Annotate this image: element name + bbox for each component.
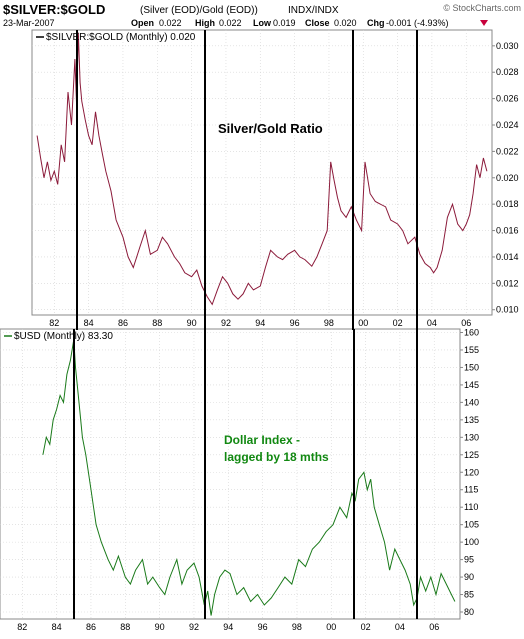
usd-legend-text: $USD (Monthly) 83.30 [14, 331, 113, 342]
y-tick-label: 0.026 [496, 94, 519, 104]
ratio-panel: 0.010 0.012 0.014 0.016 0.018 0.020 0.022 0.024… [31, 29, 519, 328]
y-tick-label: 85 [464, 590, 474, 600]
y-tick-label: 150 [464, 362, 479, 372]
x-tick-label: 86 [86, 622, 96, 632]
x-tick-label: 88 [152, 318, 162, 328]
x-tick-label: 94 [255, 318, 265, 328]
x-tick-label: 82 [49, 318, 59, 328]
quote-date: 23-Mar-2007 [3, 18, 55, 28]
ratio-series-line [36, 32, 488, 306]
x-tick-label: 84 [84, 318, 94, 328]
usd-legend: $USD (Monthly) 83.30 [4, 331, 113, 342]
low-value: 0.019 [273, 18, 296, 28]
y-tick-label: 105 [464, 520, 479, 530]
x-tick-label: 04 [427, 318, 437, 328]
x-tick-label: 06 [461, 318, 471, 328]
high-label: High [195, 18, 215, 28]
y-tick-label: 0.012 [496, 278, 519, 288]
x-tick-label: 96 [258, 622, 268, 632]
y-tick-label: 0.020 [496, 173, 519, 183]
x-tick-label: 82 [17, 622, 27, 632]
ratio-gridlines [32, 30, 492, 315]
usd-annotation-line-1: Dollar Index - [224, 433, 300, 447]
x-tick-label: 00 [326, 622, 336, 632]
x-tick-label: 90 [187, 318, 197, 328]
y-tick-label: 120 [464, 467, 479, 477]
y-tick-label: 0.024 [496, 120, 519, 130]
y-tick-label: 140 [464, 397, 479, 407]
x-tick-label: 88 [120, 622, 130, 632]
y-tick-label: 0.010 [496, 305, 519, 315]
y-tick-label: 0.028 [496, 67, 519, 77]
y-tick-label: 0.018 [496, 199, 519, 209]
ratio-y-axis: 0.010 0.012 0.014 0.016 0.018 0.020 0.022 0.024… [492, 41, 519, 315]
y-tick-label: 130 [464, 432, 479, 442]
x-tick-label: 02 [361, 622, 371, 632]
open-label: Open [131, 18, 154, 28]
y-tick-label: 90 [464, 572, 474, 582]
x-tick-label: 86 [118, 318, 128, 328]
chg-label: Chg [367, 18, 385, 28]
usd-y-axis: 80 85 90 95 100 105 110 115 120 125 130 135 140 145 15… [460, 327, 479, 617]
watermark: © StockCharts.com [443, 3, 521, 13]
usd-annotation-line-2: lagged by 18 mths [224, 450, 329, 464]
close-value: 0.020 [334, 18, 357, 28]
y-tick-label: 110 [464, 502, 478, 512]
x-tick-label: 94 [223, 622, 233, 632]
low-label: Low [253, 18, 272, 28]
ratio-x-axis: 82 84 86 88 90 92 94 96 98 00 02 04 06 [49, 318, 471, 328]
y-tick-label: 145 [464, 380, 479, 390]
chg-value: -0.001 (-4.93%) [386, 18, 449, 28]
exchange-label: INDX/INDX [288, 5, 339, 16]
y-tick-label: 0.016 [496, 226, 519, 236]
y-tick-label: 0.030 [496, 41, 519, 51]
high-value: 0.022 [219, 18, 242, 28]
x-tick-label: 00 [358, 318, 368, 328]
ratio-legend: $SILVER:$GOLD (Monthly) 0.020 [36, 32, 196, 43]
y-tick-label: 160 [464, 327, 479, 337]
ratio-annotation: Silver/Gold Ratio [218, 121, 323, 136]
y-tick-label: 125 [464, 450, 479, 460]
symbol-description: (Silver (EOD)/Gold (EOD)) [140, 5, 258, 16]
down-triangle-icon [480, 20, 488, 26]
symbol-title: $SILVER:$GOLD [3, 2, 105, 17]
y-tick-label: 80 [464, 607, 474, 617]
ratio-plot-area [31, 29, 493, 316]
marker-lines [73, 30, 418, 619]
x-tick-label: 92 [189, 622, 199, 632]
chart-header: $SILVER:$GOLD (Silver (EOD)/Gold (EOD)) … [3, 2, 521, 28]
y-tick-label: 100 [464, 537, 479, 547]
close-label: Close [305, 18, 330, 28]
y-tick-label: 135 [464, 415, 479, 425]
x-tick-label: 98 [324, 318, 334, 328]
x-tick-label: 92 [221, 318, 231, 328]
x-tick-label: 96 [290, 318, 300, 328]
usd-gridlines [0, 329, 460, 619]
ratio-legend-text: $SILVER:$GOLD (Monthly) 0.020 [46, 32, 196, 43]
x-tick-label: 98 [292, 622, 302, 632]
usd-series-line [42, 339, 456, 616]
x-tick-label: 84 [52, 622, 62, 632]
y-tick-label: 0.022 [496, 146, 519, 156]
y-tick-label: 155 [464, 345, 479, 355]
usd-panel: 80 85 90 95 100 105 110 115 120 125 130 135 140 145 15… [0, 327, 479, 632]
usd-plot-area [0, 328, 461, 620]
y-tick-label: 95 [464, 555, 474, 565]
x-tick-label: 02 [393, 318, 403, 328]
open-value: 0.022 [159, 18, 182, 28]
x-tick-label: 04 [395, 622, 405, 632]
y-tick-label: 0.014 [496, 252, 519, 262]
y-tick-label: 115 [464, 485, 478, 495]
usd-x-axis: 82 84 86 88 90 92 94 96 98 00 02 04 06 [17, 622, 439, 632]
x-tick-label: 90 [155, 622, 165, 632]
x-tick-label: 06 [429, 622, 439, 632]
